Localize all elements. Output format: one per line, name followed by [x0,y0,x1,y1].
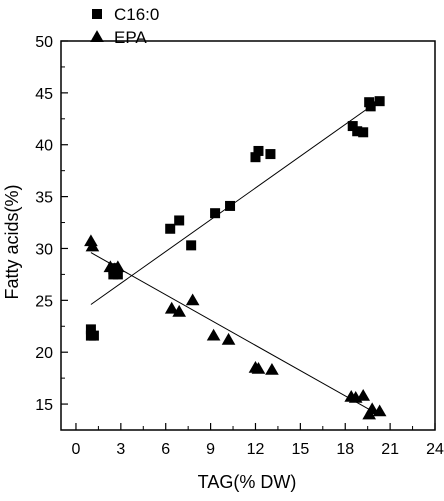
c16-0-data-point [186,240,197,251]
legend-marker-c16-0 [92,9,102,19]
y-tick-label: 25 [35,293,53,310]
legend-item-epa: EPA [90,28,147,47]
legend-label-epa: EPA [114,28,147,47]
c16-0-data-point [347,121,358,132]
legend-marker-epa [90,30,104,42]
c16-0-data-point [174,215,185,226]
y-tick-label: 20 [35,345,53,362]
epa-data-point [251,361,266,374]
c16-0-data-point [265,149,276,160]
c16-0-data-point [85,324,96,335]
legend-label-c16-0: C16:0 [114,5,159,24]
epa-data-point [85,239,100,252]
epa-data-point [206,328,221,341]
legend-item-c16-0: C16:0 [92,5,159,24]
x-tick-label: 3 [116,441,125,458]
x-tick-label: 18 [336,441,354,458]
y-tick-label: 40 [35,138,53,155]
epa-data-point [372,404,387,417]
x-tick-label: 24 [426,441,444,458]
x-axis-title: TAG(% DW) [198,472,297,492]
c16-0-data-point [352,126,363,137]
c16-0-data-point [225,200,236,211]
epa-trend-line [90,252,379,415]
c16-0-data-point [358,127,369,138]
epa-data-point [164,301,179,314]
x-tick-label: 15 [291,441,309,458]
y-tick-label: 15 [35,397,53,414]
c16-0-data-point [112,269,123,280]
c16-0-data-point [253,145,264,156]
epa-data-point [356,388,371,401]
epa-data-point [265,363,279,375]
plot-area-frame [60,40,436,431]
x-tick-label: 9 [206,441,215,458]
x-tick-label: 12 [247,441,265,458]
y-tick-label: 30 [35,241,53,258]
epa-data-point [111,260,125,273]
c16-0-data-point [165,223,176,234]
c16-0-data-point [250,152,261,163]
c16-0-data-point [88,330,99,341]
epa-data-point [365,402,379,415]
x-tick-label: 0 [72,441,81,458]
epa-data-point [172,304,187,317]
epa-data-point [221,332,236,345]
x-tick-label: 6 [161,441,170,458]
y-tick-label: 45 [35,86,53,103]
c16-0-data-point [210,208,221,219]
epa-data-point [185,293,200,306]
y-axis-title: Fatty acids(%) [2,184,22,299]
c16-0-data-point [365,101,376,112]
c16-0-data-point [374,96,385,107]
y-tick-label: 35 [35,190,53,207]
x-tick-label: 21 [381,441,399,458]
y-tick-label: 50 [35,34,53,51]
